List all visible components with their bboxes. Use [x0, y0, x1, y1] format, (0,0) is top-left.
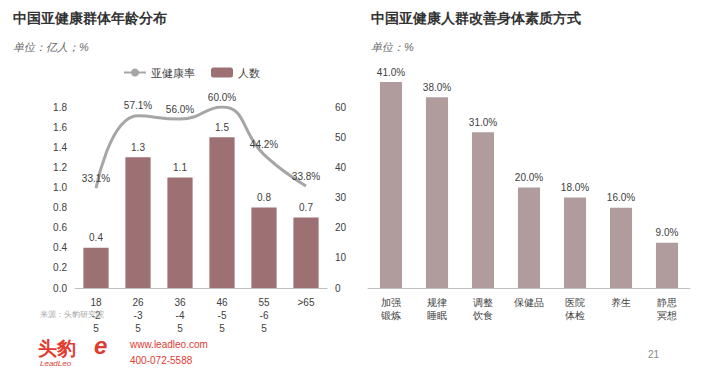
svg-text:0.6: 0.6 [53, 222, 67, 233]
svg-text:静思: 静思 [657, 297, 677, 308]
svg-text:33.1%: 33.1% [82, 173, 110, 184]
svg-text:5: 5 [261, 323, 267, 334]
svg-text:1.8: 1.8 [53, 102, 67, 113]
svg-text:睡眠: 睡眠 [427, 310, 447, 321]
svg-text:人数: 人数 [238, 67, 260, 79]
html-text:www.leadleo.com: www.leadleo.com [130, 339, 208, 350]
svg-text:-5: -5 [218, 310, 227, 321]
svg-text:饮食: 饮食 [472, 310, 493, 321]
html-text:21: 21 [648, 349, 660, 360]
svg-text:养生: 养生 [611, 297, 631, 308]
svg-text:0.7: 0.7 [299, 202, 313, 213]
html-text:头豹: 头豹 [38, 338, 76, 359]
svg-text:1.2: 1.2 [53, 162, 67, 173]
html-text:来源：头豹研究院: 来源：头豹研究院 [40, 310, 104, 319]
html-text:400-072-5588: 400-072-5588 [130, 355, 193, 366]
svg-text:0.8: 0.8 [257, 192, 271, 203]
svg-text:>65: >65 [298, 297, 315, 308]
svg-text:9.0%: 9.0% [656, 227, 679, 238]
svg-text:0: 0 [335, 283, 341, 294]
html-text:e: e [94, 332, 108, 359]
svg-text:锻炼: 锻炼 [380, 310, 401, 321]
svg-text:50: 50 [335, 132, 347, 143]
html-text:LeadLeo: LeadLeo [40, 359, 72, 368]
svg-text:44.2%: 44.2% [250, 139, 278, 150]
svg-text:55: 55 [258, 297, 270, 308]
svg-text:中国亚健康群体年龄分布: 中国亚健康群体年龄分布 [13, 10, 167, 26]
svg-text:单位：%: 单位：% [371, 41, 414, 53]
svg-text:中国亚健康人群改善身体素质方式: 中国亚健康人群改善身体素质方式 [371, 10, 581, 26]
svg-text:1.1: 1.1 [173, 162, 187, 173]
svg-text:加强: 加强 [381, 297, 401, 308]
svg-text:亚健康率: 亚健康率 [151, 67, 195, 79]
svg-text:1.3: 1.3 [131, 142, 145, 153]
svg-text:-4: -4 [176, 310, 185, 321]
svg-text:20: 20 [335, 222, 347, 233]
svg-text:40: 40 [335, 162, 347, 173]
svg-text:26: 26 [132, 297, 144, 308]
svg-text:18: 18 [90, 297, 102, 308]
svg-text:调整: 调整 [473, 297, 493, 308]
svg-text:医院: 医院 [565, 297, 585, 308]
svg-text:20.0%: 20.0% [515, 172, 543, 183]
svg-text:36: 36 [174, 297, 186, 308]
svg-text:1.6: 1.6 [53, 122, 67, 133]
svg-text:-3: -3 [134, 310, 143, 321]
svg-text:0.2: 0.2 [53, 262, 67, 273]
svg-text:0.4: 0.4 [89, 232, 103, 243]
svg-text:10: 10 [335, 252, 347, 263]
svg-text:30: 30 [335, 192, 347, 203]
svg-text:5: 5 [177, 323, 183, 334]
svg-text:1.5: 1.5 [215, 122, 229, 133]
svg-text:57.1%: 57.1% [124, 100, 152, 111]
svg-text:38.0%: 38.0% [423, 82, 451, 93]
svg-text:1.0: 1.0 [53, 182, 67, 193]
svg-text:5: 5 [135, 323, 141, 334]
svg-text:41.0%: 41.0% [377, 67, 405, 78]
svg-text:33.8%: 33.8% [292, 171, 320, 182]
svg-text:60.0%: 60.0% [208, 92, 236, 103]
svg-text:保健品: 保健品 [514, 297, 544, 308]
svg-text:56.0%: 56.0% [166, 104, 194, 115]
svg-text:规律: 规律 [427, 297, 447, 308]
svg-text:5: 5 [219, 323, 225, 334]
svg-text:-6: -6 [260, 310, 269, 321]
svg-text:单位：亿人；%: 单位：亿人；% [13, 41, 89, 53]
svg-text:31.0%: 31.0% [469, 117, 497, 128]
svg-text:冥想: 冥想 [657, 310, 677, 321]
svg-text:18.0%: 18.0% [561, 182, 589, 193]
svg-text:16.0%: 16.0% [607, 192, 635, 203]
svg-text:体检: 体检 [565, 310, 585, 321]
svg-text:0.4: 0.4 [53, 242, 67, 253]
svg-text:5: 5 [93, 323, 99, 334]
svg-text:0.0: 0.0 [53, 283, 67, 294]
svg-text:60: 60 [335, 102, 347, 113]
svg-text:46: 46 [216, 297, 228, 308]
svg-text:1.4: 1.4 [53, 142, 67, 153]
svg-text:0.8: 0.8 [53, 202, 67, 213]
